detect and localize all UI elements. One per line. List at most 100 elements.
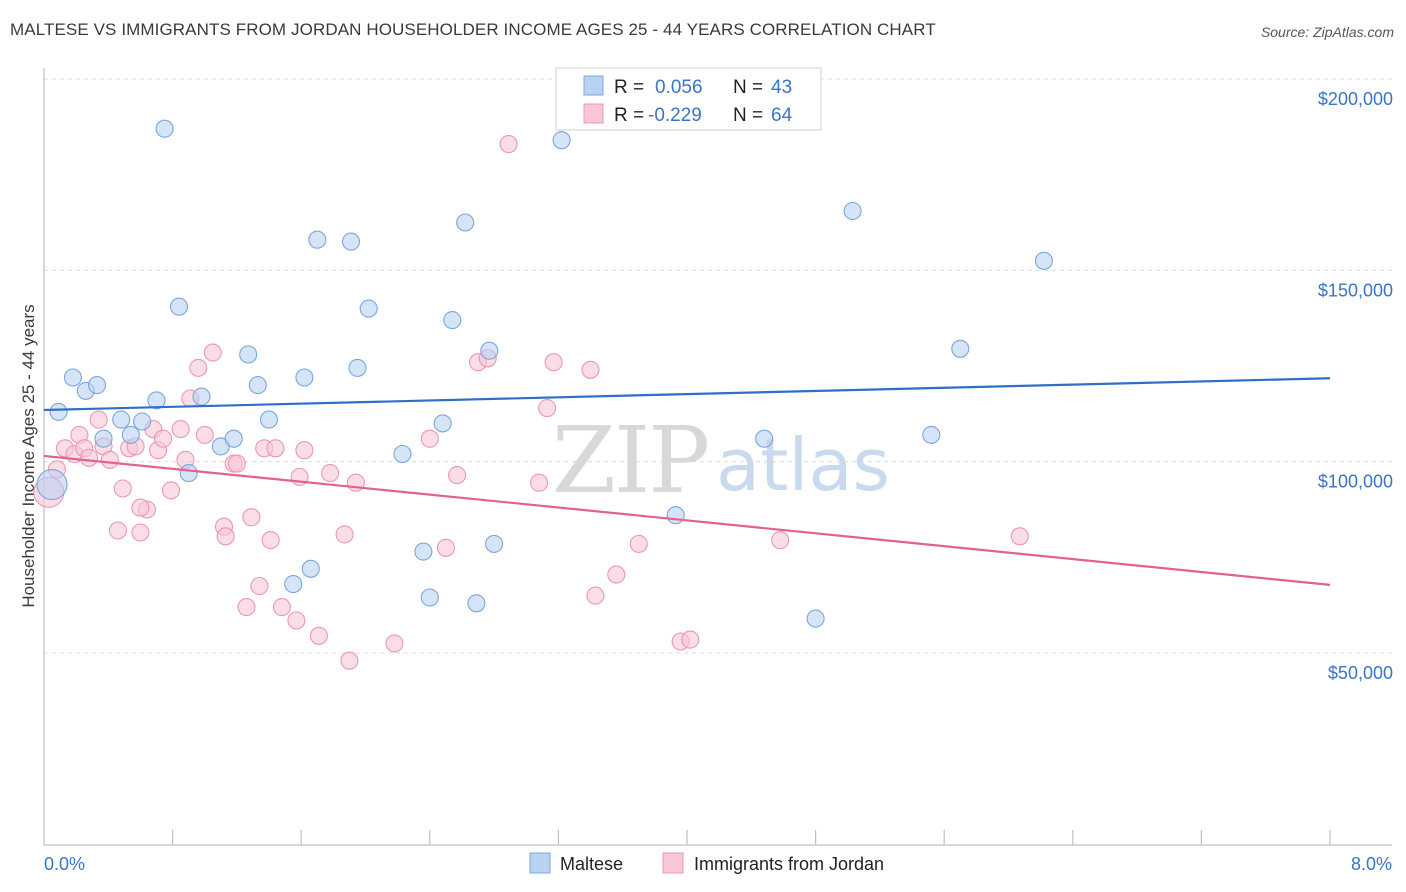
maltese-point — [951, 339, 970, 358]
jordan-point — [216, 527, 235, 546]
bottom-legend: Maltese Immigrants from Jordan — [529, 852, 884, 874]
jordan-trendline — [43, 454, 1331, 586]
maltese-points — [36, 119, 1053, 628]
bottom-legend-label-maltese: Maltese — [560, 854, 623, 874]
maltese-point — [922, 425, 941, 444]
jordan-point — [153, 429, 173, 448]
maltese-point — [341, 232, 361, 251]
legend-n-value-maltese: 43 — [771, 77, 792, 98]
jordan-point — [272, 598, 291, 617]
legend-swatch-jordan — [583, 103, 604, 124]
source-credit: Source: ZipAtlas.com — [1260, 24, 1394, 40]
jordan-point — [203, 343, 222, 362]
maltese-point — [147, 391, 166, 410]
legend-r-value-jordan: -0.229 — [648, 105, 702, 126]
jordan-point — [581, 360, 600, 379]
jordan-point — [544, 353, 563, 372]
jordan-point — [287, 611, 306, 630]
jordan-point — [309, 626, 328, 645]
maltese-point — [348, 358, 367, 377]
jordan-point — [499, 135, 518, 154]
y-tick-label: $150,000 — [1318, 280, 1393, 300]
maltese-point — [433, 414, 452, 433]
jordan-point — [629, 534, 648, 553]
legend-n-label-jordan: N = — [733, 105, 763, 126]
jordan-point — [237, 598, 256, 617]
jordan-point — [1010, 527, 1029, 546]
jordan-point — [266, 439, 285, 458]
y-tick-label: $100,000 — [1318, 472, 1393, 492]
maltese-point — [239, 345, 258, 364]
jordan-point — [108, 521, 127, 540]
maltese-point — [480, 341, 499, 360]
jordan-point — [227, 454, 246, 473]
maltese-point — [155, 119, 174, 138]
maltese-point — [552, 131, 571, 150]
maltese-point — [666, 506, 685, 525]
maltese-point — [420, 588, 439, 607]
legend-r-label-maltese: R = — [614, 77, 644, 98]
maltese-point — [248, 376, 267, 395]
jordan-point — [385, 634, 404, 653]
maltese-point — [284, 575, 303, 594]
maltese-trendline — [43, 377, 1331, 412]
maltese-point — [359, 299, 378, 318]
maltese-point — [301, 559, 320, 578]
legend-r-label-jordan: R = — [614, 105, 644, 126]
maltese-point — [456, 213, 475, 232]
jordan-point — [242, 508, 261, 527]
legend-n-value-jordan: 64 — [771, 105, 793, 126]
maltese-point — [308, 230, 327, 249]
x-tick-label-min: 0.0% — [44, 854, 85, 874]
jordan-points — [33, 135, 1029, 670]
maltese-point — [443, 311, 462, 330]
maltese-point — [94, 429, 113, 448]
watermark-atlas: atlas — [716, 423, 890, 507]
jordan-point — [89, 410, 108, 429]
jordan-point — [530, 473, 549, 492]
maltese-point — [224, 429, 243, 448]
maltese-point — [1034, 251, 1053, 270]
jordan-point — [586, 586, 605, 605]
maltese-point — [467, 594, 486, 613]
legend-swatch-maltese — [583, 75, 604, 96]
jordan-point — [113, 479, 132, 498]
x-tick-label-max: 8.0% — [1351, 854, 1392, 874]
maltese-point — [393, 444, 412, 464]
trendlines — [43, 377, 1331, 586]
jordan-point — [189, 358, 208, 377]
maltese-point — [63, 368, 82, 387]
jordan-point — [195, 425, 214, 444]
maltese-point — [755, 429, 774, 448]
maltese-point — [806, 609, 825, 628]
bottom-legend-label-jordan: Immigrants from Jordan — [694, 854, 884, 874]
jordan-point — [161, 481, 181, 500]
jordan-point — [250, 576, 269, 596]
maltese-point — [36, 469, 68, 501]
jordan-point — [340, 651, 359, 670]
jordan-point — [100, 450, 119, 469]
maltese-point — [843, 201, 862, 221]
maltese-point — [259, 410, 279, 429]
bottom-legend-swatch-maltese — [529, 852, 551, 874]
x-axis-minor-ticks — [172, 830, 1331, 845]
jordan-point — [538, 399, 557, 418]
jordan-point — [420, 429, 439, 448]
maltese-point — [179, 464, 198, 483]
legend-r-value-maltese: 0.056 — [655, 77, 703, 98]
jordan-point — [771, 531, 790, 550]
jordan-point — [295, 441, 314, 460]
jordan-point — [448, 466, 467, 485]
jordan-point — [321, 464, 340, 483]
y-tick-labels: $50,000 $100,000 $150,000 $200,000 — [1318, 89, 1393, 683]
jordan-point — [681, 630, 700, 649]
bottom-legend-swatch-jordan — [662, 852, 684, 874]
y-axis-label: Householder Income Ages 25 - 44 years — [19, 304, 38, 607]
jordan-point — [607, 565, 626, 584]
chart-title: MALTESE VS IMMIGRANTS FROM JORDAN HOUSEH… — [10, 20, 936, 39]
jordan-point — [131, 523, 150, 542]
legend-n-label-maltese: N = — [733, 77, 763, 98]
maltese-point — [87, 376, 107, 395]
jordan-point — [171, 420, 190, 439]
